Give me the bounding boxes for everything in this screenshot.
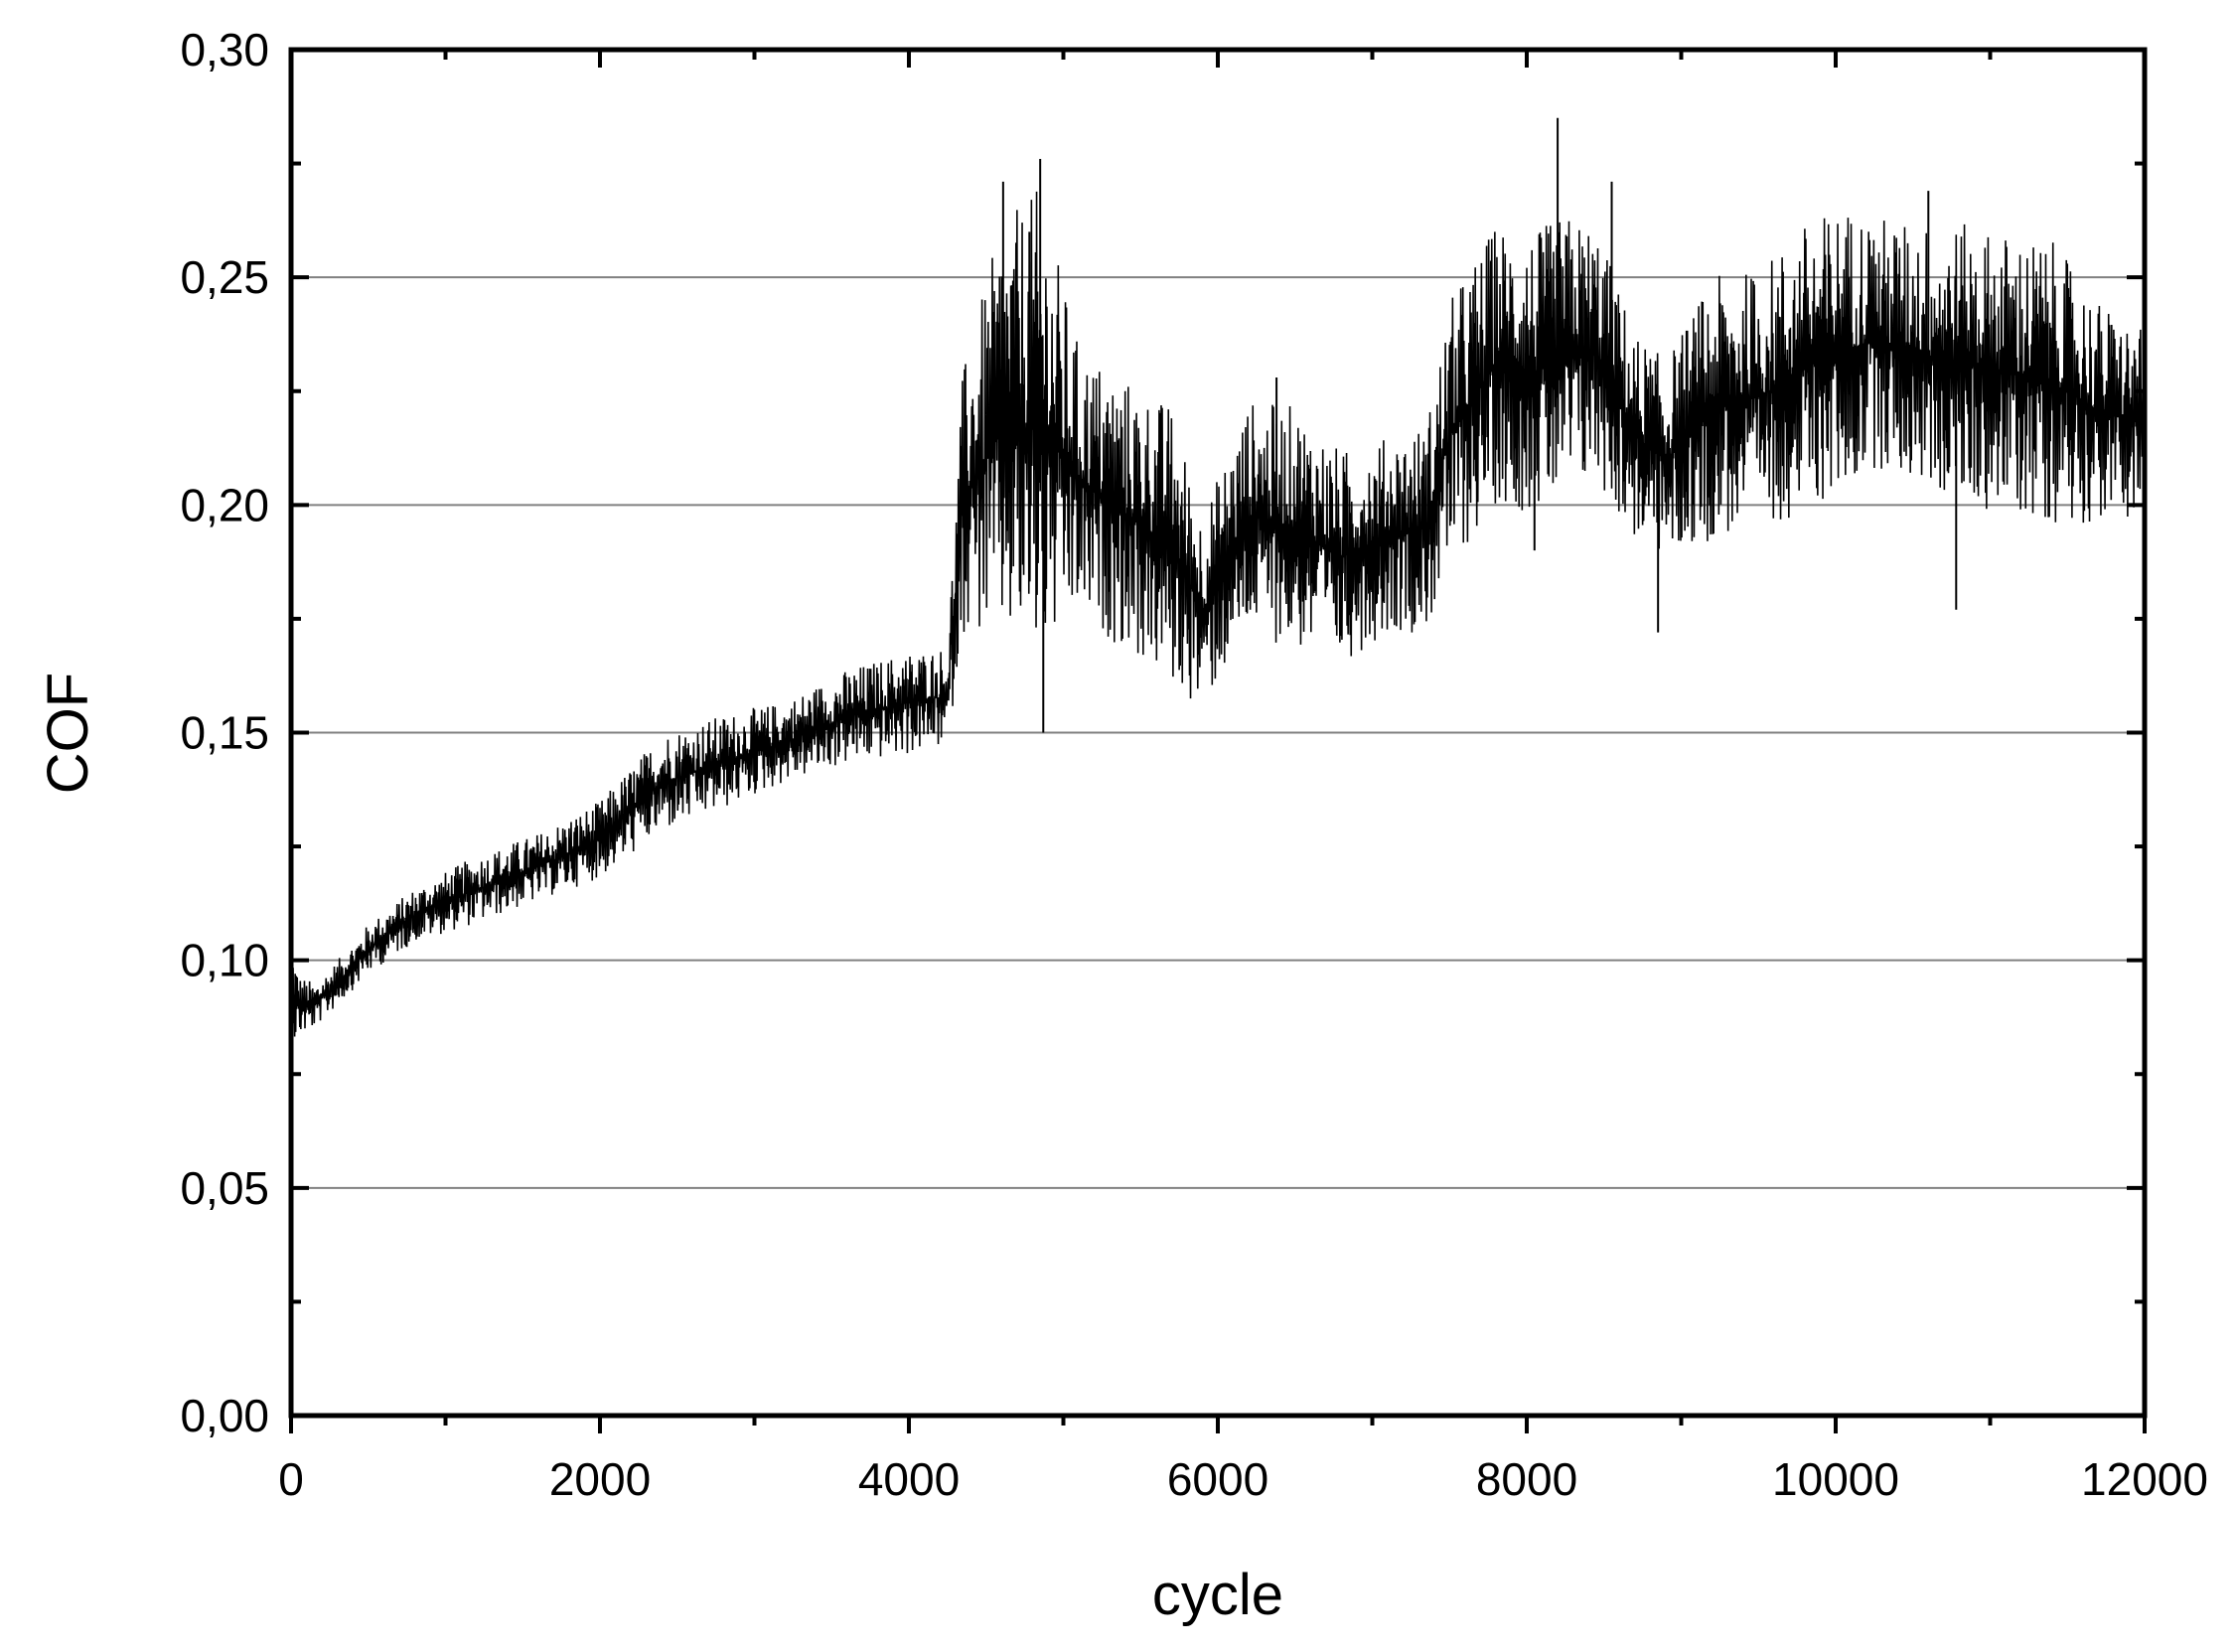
y-tick-label: 0,00 bbox=[180, 1390, 269, 1441]
x-tick-label: 6000 bbox=[1167, 1453, 1268, 1505]
x-tick-label: 8000 bbox=[1476, 1453, 1577, 1505]
y-tick-label: 0,20 bbox=[180, 479, 269, 530]
x-tick-label: 4000 bbox=[858, 1453, 960, 1505]
gridlines bbox=[291, 276, 2145, 1189]
x-tick-label: 10000 bbox=[1772, 1453, 1899, 1505]
y-tick-label: 0,15 bbox=[180, 707, 269, 759]
x-tick-label: 0 bbox=[278, 1453, 304, 1505]
x-axis-title: cycle bbox=[1152, 1563, 1283, 1627]
cof-series bbox=[290, 117, 2146, 1049]
x-tick-label: 12000 bbox=[2081, 1453, 2208, 1505]
y-tick-label: 0,25 bbox=[180, 251, 269, 303]
y-tick-label: 0,05 bbox=[180, 1162, 269, 1214]
axis-ticks bbox=[289, 48, 2147, 1433]
y-tick-label: 0,30 bbox=[180, 24, 269, 75]
y-tick-label: 0,10 bbox=[180, 935, 269, 986]
tick-labels: 0,00 0,05 0,10 0,15 0,20 0,25 0,30 0 2000 4000 600… bbox=[180, 24, 2207, 1505]
cof-signal-line bbox=[290, 191, 2146, 1049]
y-axis-title: COF bbox=[36, 673, 100, 794]
x-tick-label: 2000 bbox=[549, 1453, 651, 1505]
